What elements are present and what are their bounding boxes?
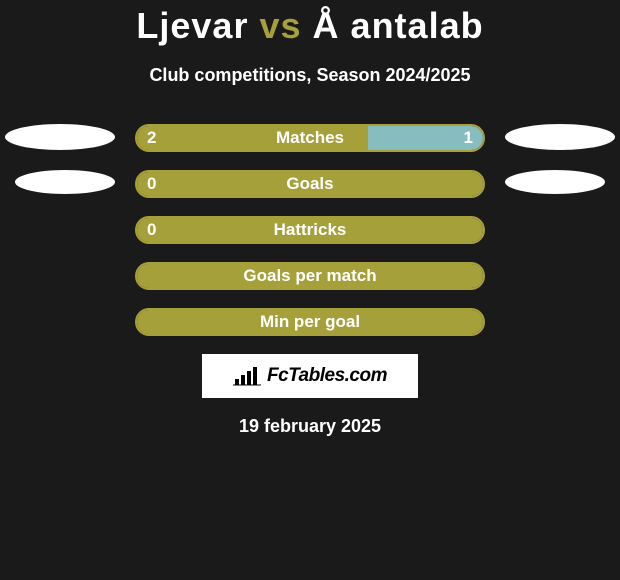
logo-chart-icon: [233, 365, 261, 387]
player1-name: Ljevar: [136, 5, 248, 46]
bar-track: Min per goal: [135, 308, 485, 336]
vs-separator: vs: [259, 5, 301, 46]
bar-track: Matches2 1: [135, 124, 485, 152]
stat-value-left: 0: [147, 218, 156, 242]
logo-box[interactable]: FcTables.com: [202, 354, 418, 398]
main-container: Ljevar vs Å antalab Club competitions, S…: [0, 0, 620, 437]
stat-row: Min per goal: [0, 308, 620, 336]
bar-track: Hattricks0: [135, 216, 485, 244]
stat-label: Hattricks: [137, 218, 483, 242]
player2-name: Å antalab: [313, 5, 484, 46]
stat-value-left: 2: [147, 126, 156, 150]
stat-row: Hattricks0: [0, 216, 620, 244]
stat-label: Goals: [137, 172, 483, 196]
logo-inner: FcTables.com: [233, 365, 387, 387]
subtitle: Club competitions, Season 2024/2025: [0, 65, 620, 86]
stat-label: Goals per match: [137, 264, 483, 288]
bar-track: Goals per match: [135, 262, 485, 290]
page-title: Ljevar vs Å antalab: [0, 5, 620, 47]
bar-track: Goals0: [135, 170, 485, 198]
stat-label: Matches: [137, 126, 483, 150]
stats-area: Matches21Goals0Hattricks0Goals per match…: [0, 124, 620, 336]
stat-rows: Matches21Goals0Hattricks0Goals per match…: [0, 124, 620, 336]
stat-row: Matches2 1: [0, 124, 620, 152]
stat-row: Goals per match: [0, 262, 620, 290]
stat-value-left: 0: [147, 172, 156, 196]
logo-text: FcTables.com: [267, 365, 387, 387]
date-label: 19 february 2025: [0, 416, 620, 437]
stat-label: Min per goal: [137, 310, 483, 334]
stat-row: Goals0: [0, 170, 620, 198]
stat-value-right: 1: [464, 126, 473, 150]
